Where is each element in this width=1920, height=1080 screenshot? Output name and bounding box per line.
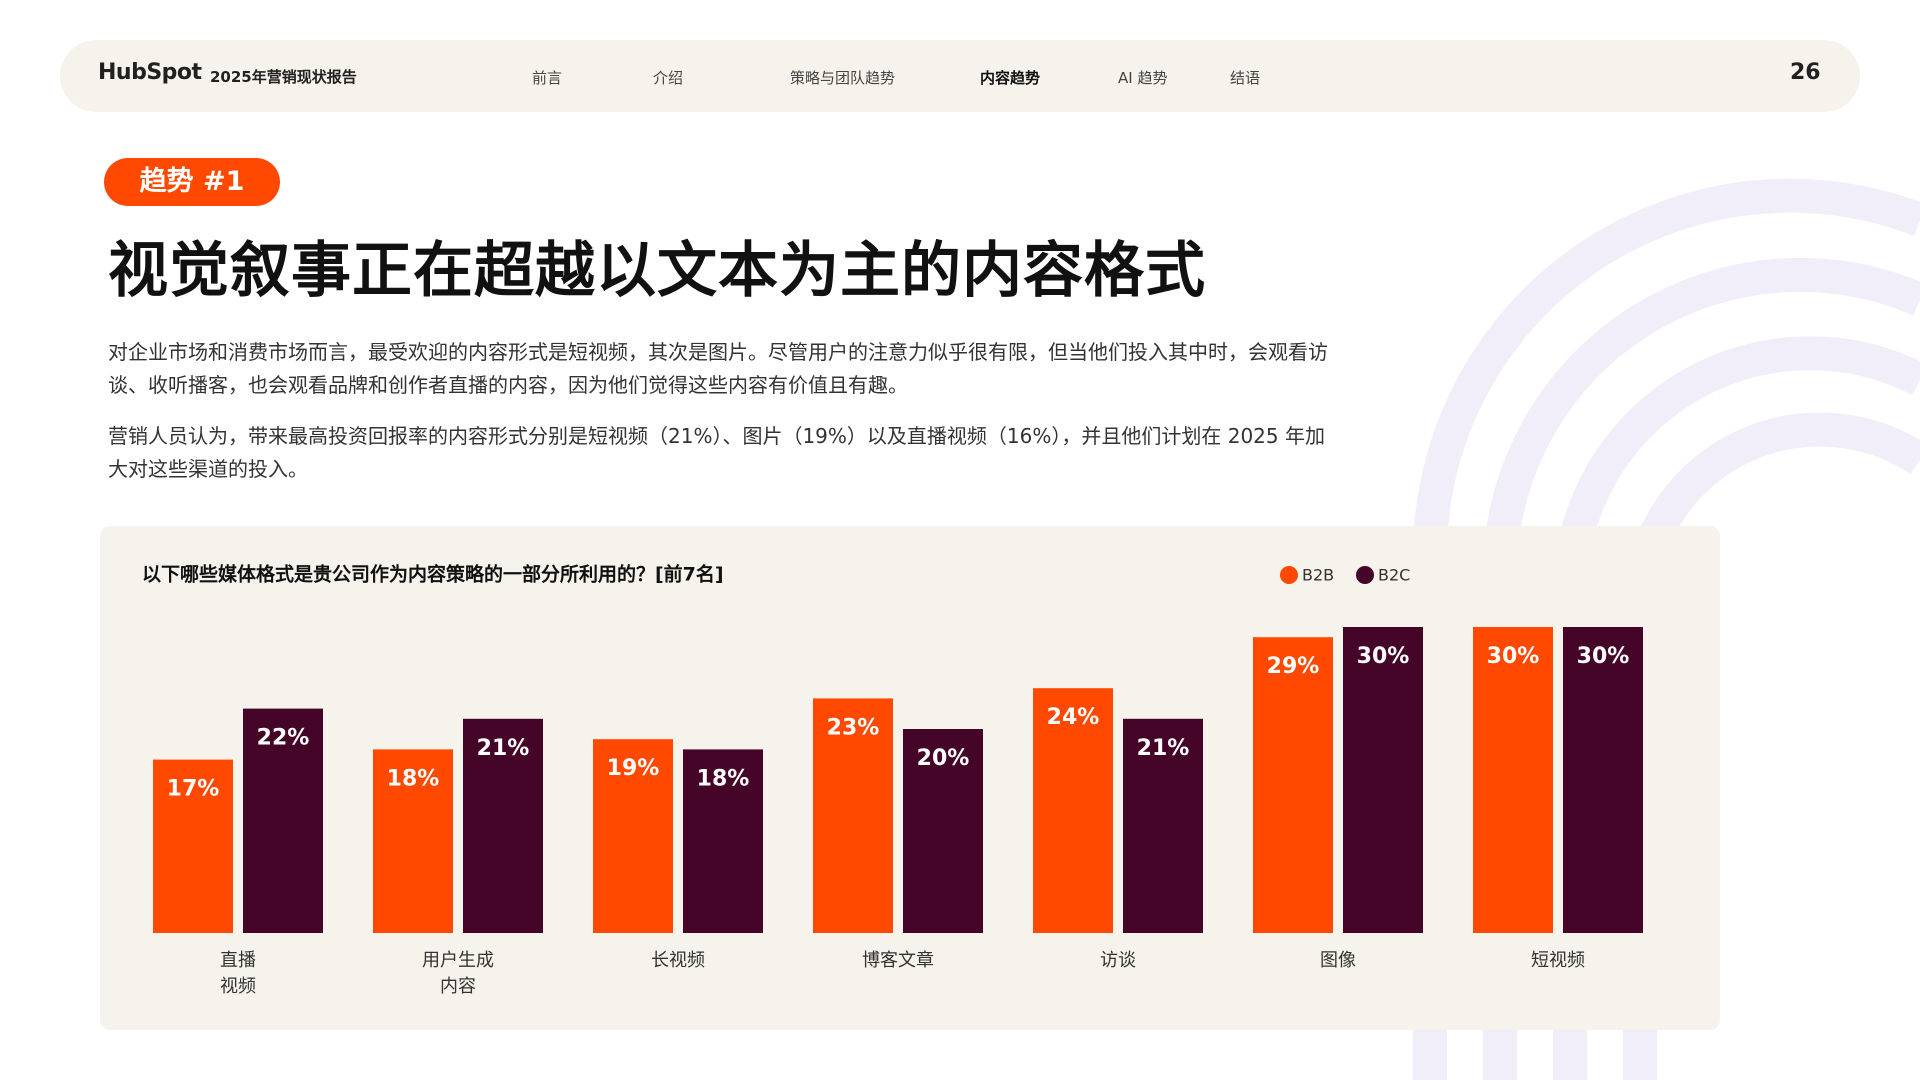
bar: [1473, 627, 1553, 933]
category-label: 直播 视频: [220, 950, 256, 997]
category-label: 博客文章: [862, 950, 934, 971]
category-label: 用户生成 内容: [422, 950, 494, 997]
nav-item[interactable]: 结语: [1230, 69, 1261, 87]
category-label: 访谈: [1100, 950, 1136, 971]
nav-item[interactable]: 内容趋势: [980, 69, 1041, 87]
value-label: 18%: [387, 766, 440, 791]
nav-item[interactable]: AI 趋势: [1118, 69, 1168, 87]
value-label: 19%: [607, 756, 660, 781]
arc: [1482, 257, 1920, 1080]
bar: [593, 739, 673, 933]
legend-swatch: [1356, 566, 1374, 584]
page-number: 26: [1790, 60, 1821, 85]
value-label: 30%: [1357, 644, 1410, 669]
category-label: 长视频: [651, 950, 705, 971]
report-title: 2025年营销现状报告: [210, 68, 357, 86]
bar: [1033, 688, 1113, 933]
paragraph: 对企业市场和消费市场而言，最受欢迎的内容形式是短视频，其次是图片。尽管用户的注意…: [108, 340, 1328, 397]
value-label: 22%: [257, 726, 310, 751]
value-label: 21%: [1137, 736, 1190, 761]
top-bar: [60, 40, 1860, 112]
bar: [463, 718, 543, 933]
legend-label: B2C: [1378, 566, 1410, 585]
chart-title: 以下哪些媒体格式是贵公司作为内容策略的一部分所利用的？[前7名]: [142, 563, 724, 586]
bar: [243, 708, 323, 933]
nav-item[interactable]: 策略与团队趋势: [790, 69, 896, 87]
paragraph: 营销人员认为，带来最高投资回报率的内容形式分别是短视频（21%）、图片（19%）…: [108, 424, 1325, 481]
headline: 视觉叙事正在超越以文本为主的内容格式: [108, 236, 1206, 306]
value-label: 30%: [1487, 644, 1540, 669]
category-label: 短视频: [1531, 950, 1585, 971]
bar: [813, 698, 893, 933]
value-label: 18%: [697, 766, 750, 791]
value-label: 21%: [477, 736, 530, 761]
bar: [1563, 627, 1643, 933]
category-label: 图像: [1320, 950, 1356, 971]
bar: [1253, 637, 1333, 933]
value-label: 30%: [1577, 644, 1630, 669]
bar: [1343, 627, 1423, 933]
bar: [903, 729, 983, 933]
bar: [683, 749, 763, 933]
bar: [1123, 718, 1203, 933]
value-label: 17%: [167, 777, 220, 802]
value-label: 20%: [917, 746, 970, 771]
nav-item[interactable]: 前言: [532, 69, 563, 87]
bar: [153, 759, 233, 933]
legend-swatch: [1280, 566, 1298, 584]
arc: [1412, 178, 1920, 1080]
nav-item[interactable]: 介绍: [653, 69, 684, 87]
bar: [373, 749, 453, 933]
legend-label: B2B: [1302, 566, 1334, 585]
trend-badge: 趋势 #1: [104, 158, 280, 206]
value-label: 24%: [1047, 705, 1100, 730]
value-label: 29%: [1267, 654, 1320, 679]
logo: HubSpot: [98, 60, 202, 85]
value-label: 23%: [827, 715, 880, 740]
